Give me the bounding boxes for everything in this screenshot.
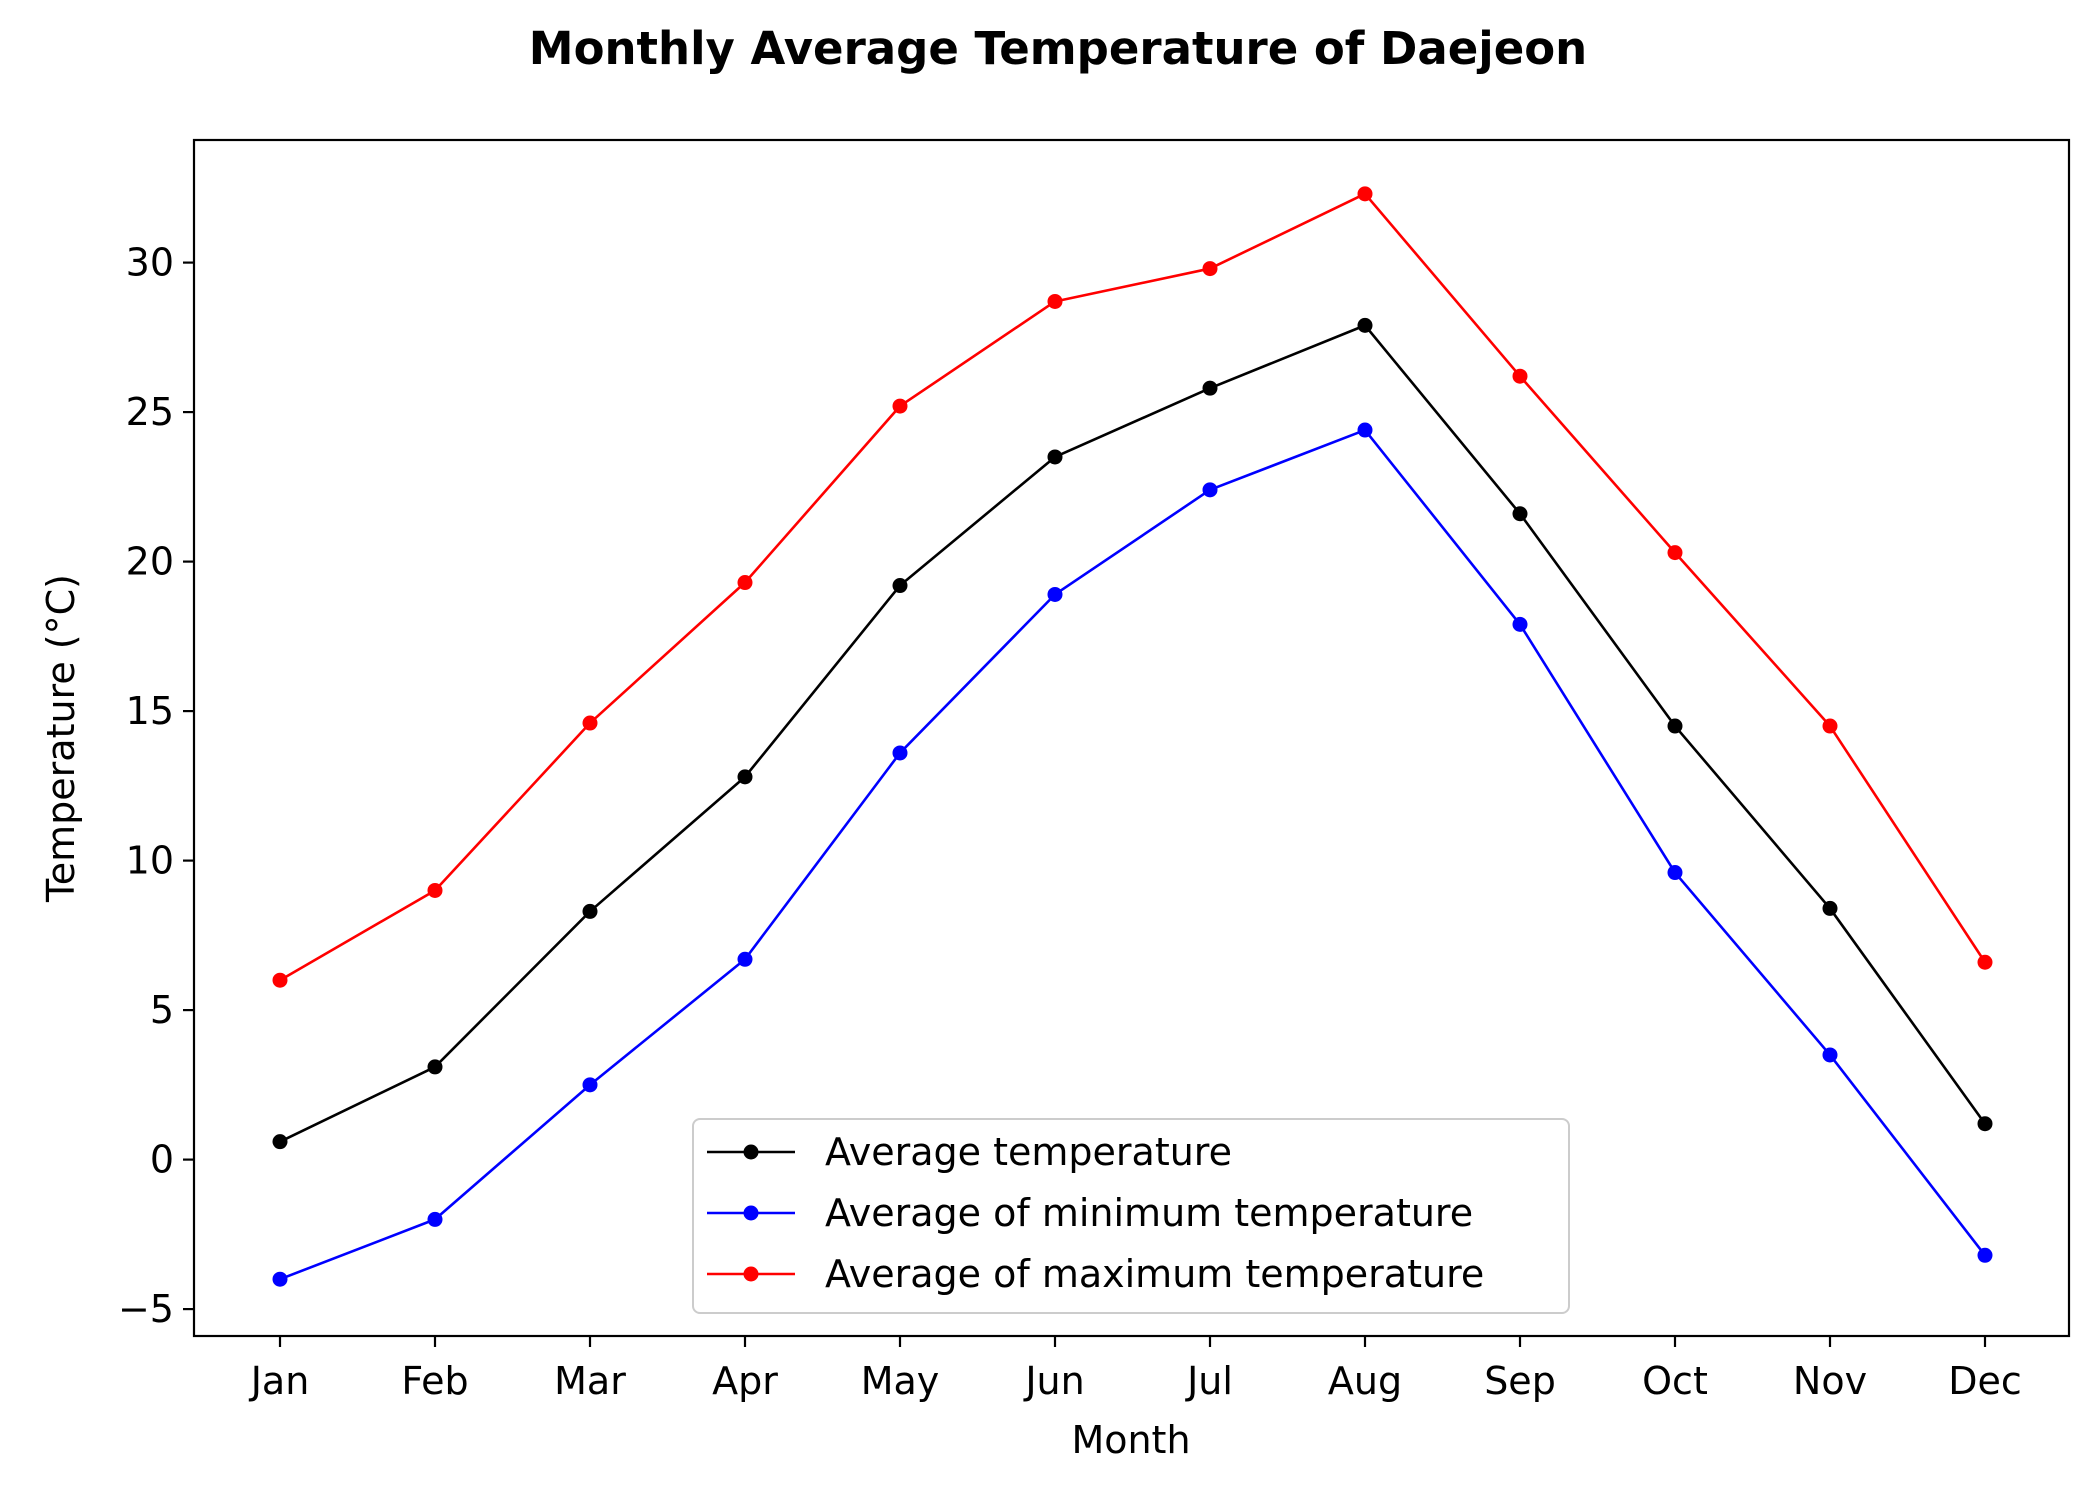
data-point: [892, 745, 908, 761]
data-point: [1512, 616, 1528, 632]
data-point: [1512, 506, 1528, 522]
x-tick-label: Jan: [249, 1359, 310, 1403]
data-point: [1822, 900, 1838, 916]
legend-label: Average of minimum temperature: [825, 1191, 1473, 1235]
legend-label: Average temperature: [825, 1130, 1232, 1174]
data-point: [1047, 586, 1063, 602]
legend-marker: [743, 1205, 759, 1221]
x-axis: Jan Feb Mar Apr May Jun Jul Aug Sep Oct Nov Dec: [249, 1336, 2022, 1403]
data-point: [427, 882, 443, 898]
series-layer: [272, 186, 1993, 1287]
x-axis-label: Month: [1071, 1418, 1190, 1462]
legend-items: Average temperature Average of minimum te…: [707, 1130, 1484, 1296]
x-tick-label: Mar: [554, 1359, 626, 1403]
data-point: [737, 575, 753, 591]
x-tick-label: Oct: [1642, 1359, 1708, 1403]
data-point: [1977, 954, 1993, 970]
data-point: [1822, 1047, 1838, 1063]
legend-marker: [743, 1266, 759, 1282]
data-point: [1357, 186, 1373, 202]
data-point: [1667, 545, 1683, 561]
data-point: [1977, 1116, 1993, 1132]
data-point: [1822, 718, 1838, 734]
data-point: [1202, 261, 1218, 277]
data-point: [427, 1059, 443, 1075]
x-tick-label: Feb: [401, 1359, 468, 1403]
x-tick-label: Apr: [712, 1359, 778, 1403]
legend-marker: [743, 1144, 759, 1160]
y-tick-label: 10: [126, 839, 174, 883]
data-point: [1202, 380, 1218, 396]
data-point: [1047, 293, 1063, 309]
x-tick-label: May: [861, 1359, 940, 1403]
legend: Average temperature Average of minimum te…: [692, 1118, 1570, 1314]
series-line: [279, 192, 1987, 982]
data-point: [1512, 368, 1528, 384]
data-point: [737, 769, 753, 785]
data-point: [1202, 482, 1218, 498]
y-tick-label: 5: [150, 988, 174, 1032]
y-tick-label: 25: [126, 390, 174, 434]
data-point: [1977, 1247, 1993, 1263]
x-tick-label: Nov: [1793, 1359, 1867, 1403]
chart-title: Monthly Average Temperature of Daejeon: [529, 22, 1587, 75]
data-point: [1667, 718, 1683, 734]
y-axis: −5 0 5 10 15 20 25 30: [118, 241, 194, 1331]
plot-frame: [192, 138, 2071, 1338]
legend-box: [692, 1118, 1570, 1314]
data-point: [272, 972, 288, 988]
series-line: [279, 324, 1987, 1143]
data-point: [892, 398, 908, 414]
data-point: [582, 903, 598, 919]
y-axis-label: Temperature (°C): [39, 574, 83, 903]
y-tick-label: 20: [126, 540, 174, 584]
data-point: [582, 715, 598, 731]
data-point: [1357, 422, 1373, 438]
data-point: [1357, 317, 1373, 333]
data-point: [737, 951, 753, 967]
data-point: [427, 1211, 443, 1227]
y-tick-label: 15: [126, 689, 174, 733]
legend-label: Average of maximum temperature: [825, 1252, 1484, 1296]
x-tick-label: Jul: [1185, 1359, 1233, 1403]
data-point: [272, 1271, 288, 1287]
data-point: [892, 578, 908, 594]
x-tick-label: Sep: [1484, 1359, 1556, 1403]
y-tick-label: 30: [126, 241, 174, 285]
data-point: [582, 1077, 598, 1093]
data-point: [1047, 449, 1063, 465]
x-tick-label: Aug: [1328, 1359, 1402, 1403]
y-tick-label: −5: [118, 1287, 174, 1331]
data-point: [272, 1134, 288, 1150]
x-tick-label: Dec: [1948, 1359, 2022, 1403]
data-point: [1667, 865, 1683, 881]
series-line: [279, 428, 1987, 1281]
x-tick-label: Jun: [1023, 1359, 1084, 1403]
y-tick-label: 0: [150, 1138, 174, 1182]
